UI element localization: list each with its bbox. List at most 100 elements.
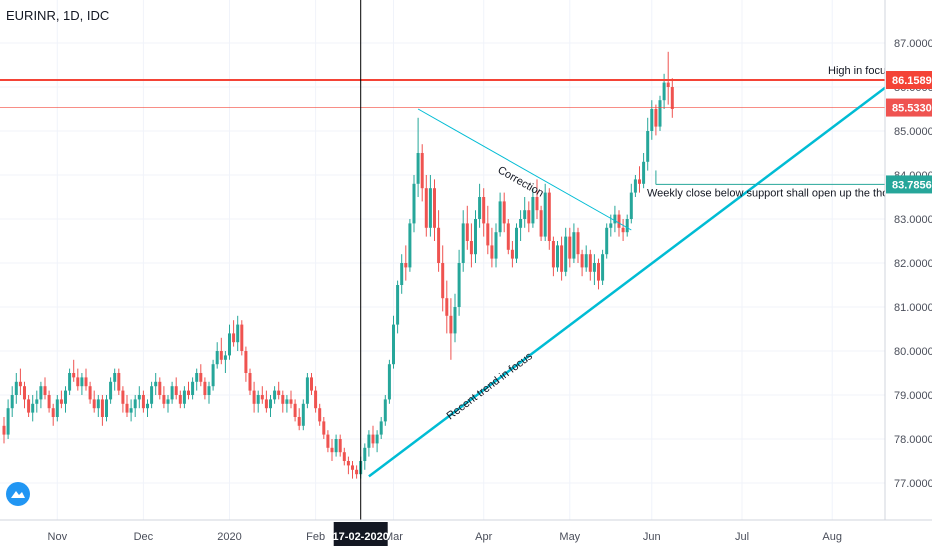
time-tick-label: Apr xyxy=(475,531,492,543)
candles xyxy=(2,51,674,479)
candle-up xyxy=(334,439,338,453)
candle-up xyxy=(416,153,420,184)
candle-up xyxy=(556,245,559,268)
candle-down xyxy=(326,434,330,448)
candle-up xyxy=(166,399,170,404)
candle-down xyxy=(338,439,342,453)
candle-down xyxy=(117,373,121,391)
candle-down xyxy=(666,82,670,87)
candle-down xyxy=(597,263,600,281)
candle-up xyxy=(223,355,227,360)
price-tick-label: 78.0000 xyxy=(894,434,932,446)
candle-up xyxy=(515,227,518,259)
candle-up xyxy=(150,386,154,404)
time-tick-label: Jun xyxy=(643,531,661,543)
candle-up xyxy=(236,324,240,343)
candle-down xyxy=(264,399,268,409)
annotation-high-in-focus: High in focus xyxy=(828,65,892,77)
candle-down xyxy=(433,188,436,228)
price-tick-label: 83.0000 xyxy=(894,214,932,226)
price-tick-label: 87.0000 xyxy=(894,38,932,50)
candle-up xyxy=(629,192,633,219)
candle-down xyxy=(72,373,76,378)
candle-down xyxy=(23,386,26,400)
candle-down xyxy=(670,87,674,109)
candle-up xyxy=(625,219,629,233)
candle-up xyxy=(662,82,666,101)
candle-down xyxy=(551,241,555,268)
candle-up xyxy=(129,408,133,413)
candle-down xyxy=(617,214,621,228)
price-tick-label: 81.0000 xyxy=(894,302,932,314)
candle-down xyxy=(76,377,80,387)
candle-up xyxy=(154,381,158,387)
candle-up xyxy=(109,381,113,400)
candle-up xyxy=(633,179,637,193)
candle-up xyxy=(412,183,416,224)
candle-up xyxy=(392,324,395,365)
candle-up xyxy=(646,131,650,162)
candle-down xyxy=(260,395,264,400)
candle-down xyxy=(84,377,88,387)
candle-down xyxy=(199,373,203,382)
candle-up xyxy=(14,381,18,395)
candle-up xyxy=(182,390,186,404)
candle-down xyxy=(371,434,375,444)
candle-down xyxy=(203,381,207,395)
candle-down xyxy=(232,333,236,343)
time-tick-label: 2020 xyxy=(217,531,241,543)
trendline-correction xyxy=(417,108,632,231)
candle-up xyxy=(572,232,576,259)
candle-down xyxy=(178,395,182,404)
candle-down xyxy=(121,390,125,404)
time-axis xyxy=(0,520,932,550)
tradingview-logo-icon[interactable] xyxy=(6,482,30,506)
time-tick-label: Jul xyxy=(735,531,749,543)
candle-down xyxy=(449,315,453,334)
candle-up xyxy=(453,307,457,334)
price-tag-label: 86.1589 xyxy=(892,75,932,87)
symbol-title: EURINR, 1D, IDC xyxy=(6,8,110,23)
candle-down xyxy=(560,245,564,272)
price-tag xyxy=(886,98,932,117)
candle-down xyxy=(404,263,408,268)
candle-up xyxy=(523,210,527,219)
candle-up xyxy=(531,197,535,224)
candle-down xyxy=(502,201,506,224)
candle-up xyxy=(105,399,108,417)
candle-down xyxy=(654,109,658,127)
candle-up xyxy=(387,364,391,400)
candle-down xyxy=(424,188,428,228)
candle-up xyxy=(494,232,498,259)
candle-up xyxy=(305,377,309,404)
candle-down xyxy=(580,254,584,268)
candle-down xyxy=(437,227,441,263)
candle-up xyxy=(363,447,367,461)
tradingview-logo-glyph xyxy=(11,491,25,498)
candle-up xyxy=(133,399,137,409)
candle-down xyxy=(125,403,129,413)
price-tick-label: 77.0000 xyxy=(894,478,932,490)
candle-down xyxy=(162,395,166,404)
candle-down xyxy=(588,254,592,272)
crosshair-date-label: 17-02-2020 xyxy=(333,531,389,543)
candle-down xyxy=(158,381,162,395)
candle-up xyxy=(474,219,477,255)
candle-down xyxy=(289,399,293,404)
candle-up xyxy=(543,192,547,237)
candle-down xyxy=(92,399,96,409)
candle-up xyxy=(10,395,14,409)
candle-down xyxy=(342,452,346,461)
candle-down xyxy=(351,465,354,470)
candle-up xyxy=(584,254,588,268)
candle-down xyxy=(59,399,63,404)
candle-up xyxy=(592,263,596,272)
candle-up xyxy=(273,390,277,400)
price-tag-label: 83.7856 xyxy=(892,179,932,191)
candle-up xyxy=(68,373,72,391)
candle-down xyxy=(314,390,318,409)
candle-down xyxy=(219,351,223,360)
candle-up xyxy=(256,395,260,404)
price-tick-label: 82.0000 xyxy=(894,258,932,270)
